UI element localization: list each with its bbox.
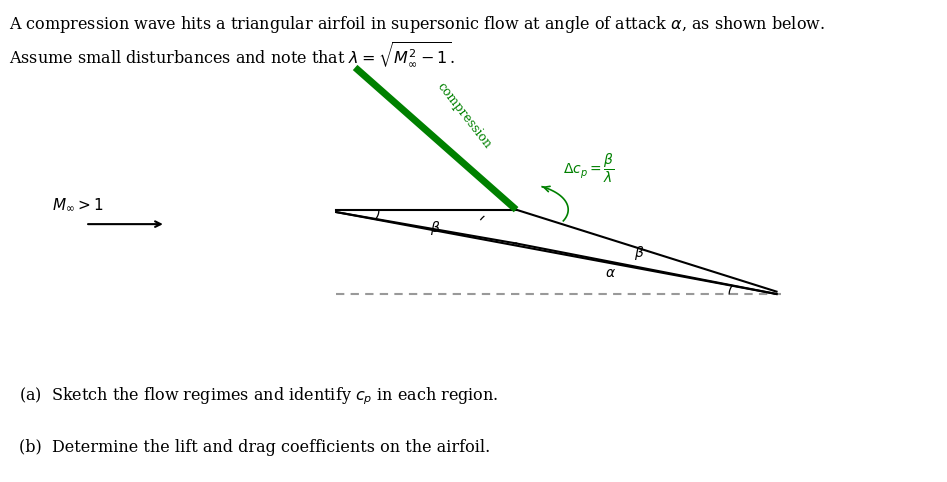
Text: $\Delta c_p = \dfrac{\beta}{\lambda}$: $\Delta c_p = \dfrac{\beta}{\lambda}$ (563, 152, 615, 186)
Text: (b)  Determine the lift and drag coefficients on the airfoil.: (b) Determine the lift and drag coeffici… (19, 439, 491, 455)
Text: A compression wave hits a triangular airfoil in supersonic flow at angle of atta: A compression wave hits a triangular air… (9, 14, 826, 70)
Text: $\alpha$: $\alpha$ (605, 266, 616, 280)
Text: compression: compression (435, 80, 494, 151)
Text: $\beta$: $\beta$ (430, 218, 441, 237)
Text: $\beta$: $\beta$ (634, 244, 645, 262)
Text: (a)  Sketch the flow regimes and identify $c_p$ in each region.: (a) Sketch the flow regimes and identify… (19, 386, 498, 407)
Text: $M_\infty > 1$: $M_\infty > 1$ (52, 197, 103, 213)
